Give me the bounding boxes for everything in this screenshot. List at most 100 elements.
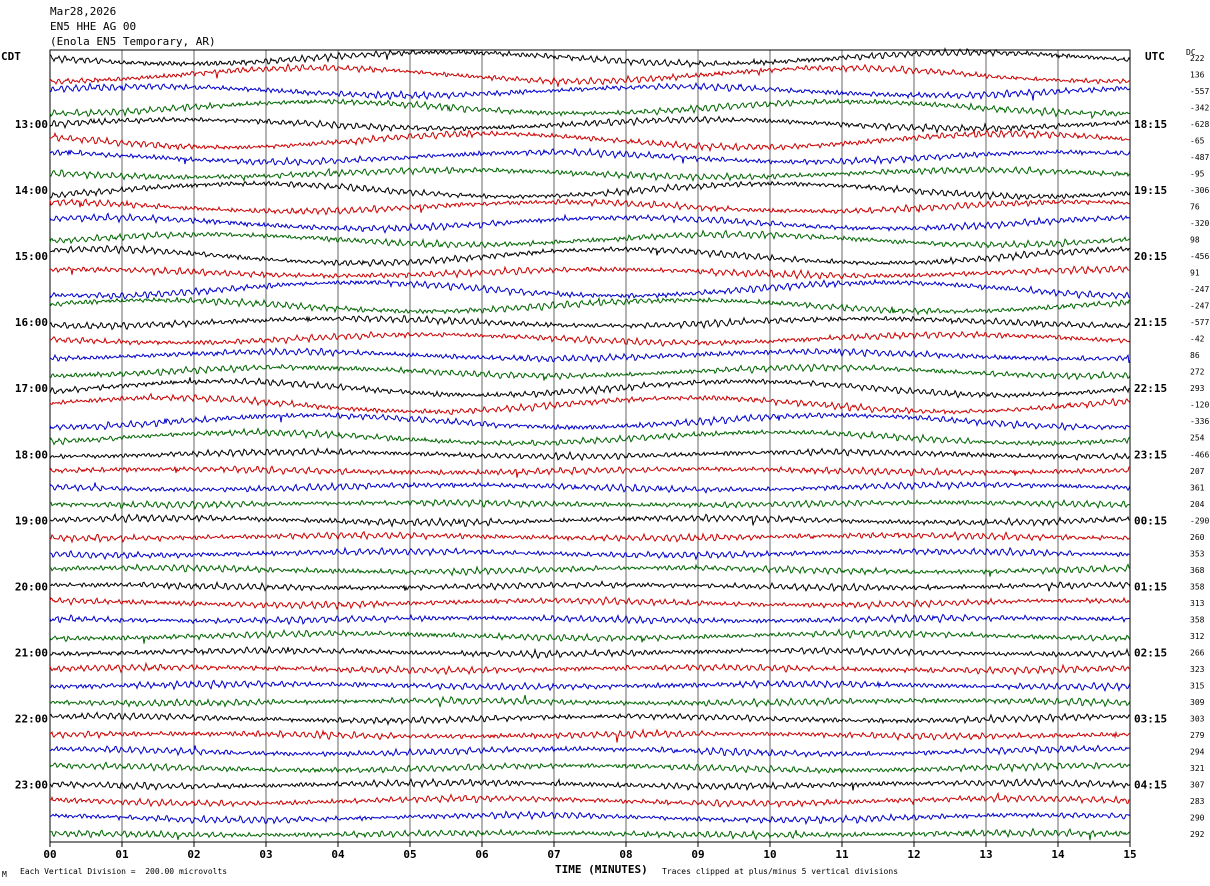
seismic-trace xyxy=(49,580,1131,592)
dc-offset-label: 283 xyxy=(1190,797,1205,806)
seismic-trace xyxy=(49,180,1131,201)
seismic-trace xyxy=(49,346,1131,363)
dc-offset-label: 303 xyxy=(1190,714,1205,723)
dc-offset-label: 222 xyxy=(1190,54,1205,63)
x-tick-label: 12 xyxy=(907,848,920,861)
x-axis-title: TIME (MINUTES) xyxy=(555,863,648,876)
dc-offset-label: 307 xyxy=(1190,780,1205,789)
seismic-trace xyxy=(49,596,1131,611)
utc-hour-label: 04:15 xyxy=(1134,778,1167,791)
cdt-hour-label: 23:00 xyxy=(15,778,48,791)
dc-offset-label: 254 xyxy=(1190,434,1205,443)
cdt-hour-label: 19:00 xyxy=(15,514,48,527)
dc-offset-label: 136 xyxy=(1190,71,1205,80)
cdt-hour-label: 20:00 xyxy=(15,580,48,593)
cdt-axis-label: CDT xyxy=(1,50,21,63)
x-tick-label: 06 xyxy=(475,848,489,861)
scale-note: Each Vertical Division = 200.00 microvol… xyxy=(20,867,228,876)
seismic-trace xyxy=(49,147,1131,167)
cdt-hour-label: 15:00 xyxy=(15,250,48,263)
seismic-trace xyxy=(49,265,1131,280)
seismic-trace xyxy=(49,212,1131,234)
seismic-trace xyxy=(49,47,1131,69)
dc-offset-label: 315 xyxy=(1190,681,1205,690)
seismic-trace xyxy=(49,62,1131,87)
utc-hour-label: 01:15 xyxy=(1134,580,1167,593)
seismic-trace xyxy=(49,498,1131,511)
dc-label: DC xyxy=(1186,48,1196,57)
dc-offset-label: -42 xyxy=(1190,335,1205,344)
seismic-trace xyxy=(49,81,1131,101)
dc-offset-label: 358 xyxy=(1190,582,1205,591)
seismic-trace xyxy=(49,115,1131,135)
seismic-trace xyxy=(49,546,1131,561)
dc-offset-label: 321 xyxy=(1190,764,1205,773)
cdt-hour-label: 18:00 xyxy=(15,448,48,461)
seismic-trace xyxy=(49,427,1131,447)
x-tick-label: 05 xyxy=(403,848,416,861)
dc-offset-label: 207 xyxy=(1190,467,1205,476)
seismic-trace xyxy=(50,827,1131,841)
seismic-trace xyxy=(49,244,1130,268)
x-tick-label: 03 xyxy=(259,848,272,861)
dc-offset-label: -577 xyxy=(1190,318,1209,327)
cdt-hour-label: 16:00 xyxy=(15,316,48,329)
seismic-trace xyxy=(49,679,1131,693)
utc-hour-label: 00:15 xyxy=(1134,514,1167,527)
dc-offset-label: -247 xyxy=(1190,302,1209,311)
corner-mark: M xyxy=(2,870,7,879)
header-date: Mar28,2026 xyxy=(50,5,117,18)
dc-offset-label: -487 xyxy=(1190,153,1209,162)
x-tick-label: 14 xyxy=(1051,848,1065,861)
utc-hour-label: 23:15 xyxy=(1134,448,1167,461)
seismic-trace xyxy=(49,411,1131,432)
seismic-trace xyxy=(49,278,1131,300)
dc-offset-label: -342 xyxy=(1190,104,1209,113)
cdt-hour-label: 21:00 xyxy=(15,646,48,659)
dc-offset-label: 313 xyxy=(1190,599,1205,608)
dc-offset-label: 293 xyxy=(1190,384,1205,393)
x-tick-label: 10 xyxy=(763,848,776,861)
dc-offset-label: 323 xyxy=(1190,665,1205,674)
x-tick-label: 13 xyxy=(979,848,992,861)
dc-offset-label: 353 xyxy=(1190,549,1205,558)
dc-offset-label: -557 xyxy=(1190,87,1209,96)
utc-hour-label: 22:15 xyxy=(1134,382,1167,395)
seismic-trace xyxy=(49,513,1131,528)
cdt-hour-label: 13:00 xyxy=(15,118,48,131)
seismic-trace xyxy=(49,530,1131,544)
seismic-trace xyxy=(49,661,1131,676)
seismic-trace xyxy=(49,744,1131,759)
x-tick-label: 07 xyxy=(547,848,560,861)
seismic-trace xyxy=(49,777,1131,792)
dc-offset-label: 91 xyxy=(1190,269,1200,278)
seismic-trace xyxy=(49,296,1131,316)
utc-hour-label: 02:15 xyxy=(1134,646,1167,659)
utc-hour-label: 19:15 xyxy=(1134,184,1167,197)
seismic-trace xyxy=(49,447,1131,462)
dc-offset-label: -120 xyxy=(1190,401,1209,410)
dc-offset-label: 86 xyxy=(1190,351,1200,360)
seismic-trace xyxy=(49,480,1131,494)
dc-offset-label: -336 xyxy=(1190,417,1209,426)
utc-hour-label: 20:15 xyxy=(1134,250,1167,263)
seismic-trace xyxy=(49,392,1131,416)
cdt-hour-label: 17:00 xyxy=(15,382,48,395)
header-channel: EN5 HHE AG 00 xyxy=(50,20,137,33)
seismic-trace xyxy=(49,229,1131,249)
seismic-trace xyxy=(49,128,1130,153)
seismic-trace xyxy=(49,613,1131,626)
seismic-trace xyxy=(49,694,1131,708)
dc-offset-label: -628 xyxy=(1190,120,1209,129)
dc-offset-label: 204 xyxy=(1190,500,1205,509)
dc-offset-label: -65 xyxy=(1190,137,1205,146)
seismic-trace xyxy=(49,330,1131,347)
dc-offset-label: 368 xyxy=(1190,566,1205,575)
seismic-trace xyxy=(49,791,1130,808)
x-tick-label: 02 xyxy=(187,848,200,861)
seismic-trace xyxy=(49,563,1131,577)
seismic-trace xyxy=(49,628,1131,644)
dc-offset-label: 98 xyxy=(1190,236,1200,245)
seismic-trace xyxy=(49,728,1131,743)
